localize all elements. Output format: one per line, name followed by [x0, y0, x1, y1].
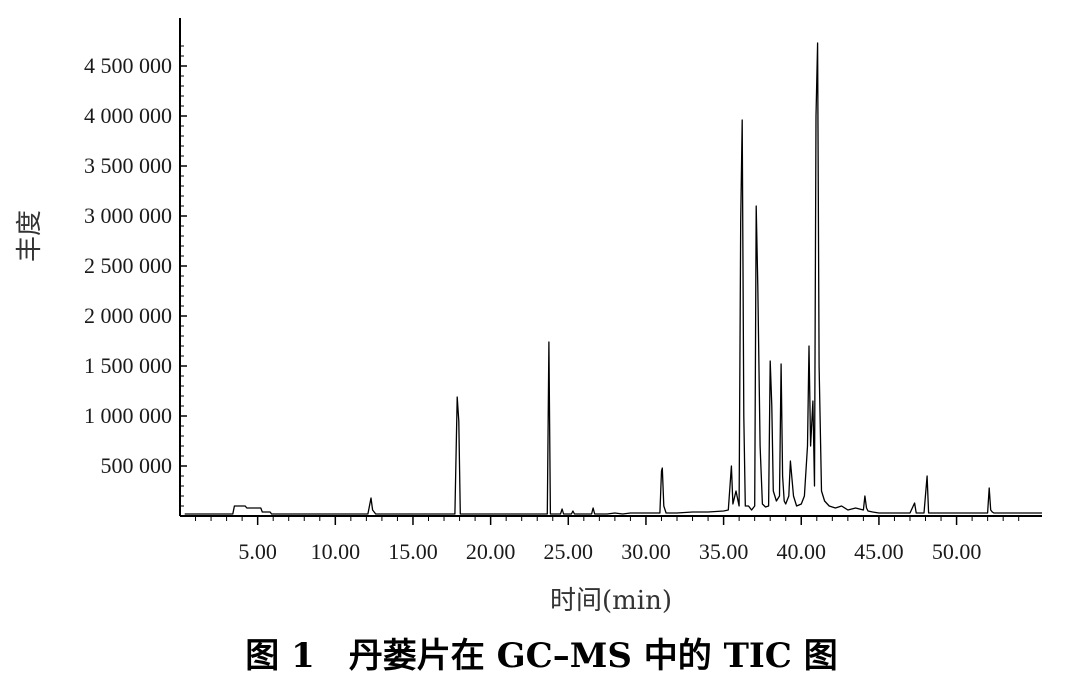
- y-axis-title: 丰度: [15, 210, 45, 262]
- x-tick-label: 40.00: [777, 539, 827, 564]
- x-tick-label: 45.00: [854, 539, 904, 564]
- x-tick-label: 20.00: [466, 539, 516, 564]
- y-tick-label: 2 500 000: [84, 253, 172, 278]
- y-tick-label: 3 000 000: [84, 203, 172, 228]
- x-axis-ticks: 5.00 10.00 15.00 20.00 25.00 30.00 35.00 40.00 4…: [195, 516, 1020, 564]
- x-tick-label: 15.00: [388, 539, 438, 564]
- y-tick-label: 1 000 000: [84, 403, 172, 428]
- x-tick-label: 50.00: [932, 539, 982, 564]
- x-axis-title: 时间(min): [550, 586, 672, 616]
- tic-series-line: [184, 42, 1042, 515]
- y-tick-label: 4 000 000: [84, 103, 172, 128]
- x-tick-label: 35.00: [699, 539, 749, 564]
- tic-chart: 500 000 1 000 000 1 500 000 2 000 000 2 500 …: [15, 18, 1042, 616]
- x-tick-label: 25.00: [544, 539, 594, 564]
- x-tick-label: 10.00: [311, 539, 361, 564]
- y-tick-label: 4 500 000: [84, 53, 172, 78]
- figure-caption: 图 1 丹蒌片在 GC–MS 中的 TIC 图: [245, 636, 838, 676]
- y-axis-ticks: 500 000 1 000 000 1 500 000 2 000 000 2 500 …: [84, 45, 187, 507]
- y-tick-label: 2 000 000: [84, 303, 172, 328]
- y-tick-label: 500 000: [101, 453, 173, 478]
- x-tick-label: 5.00: [238, 539, 277, 564]
- x-tick-label: 30.00: [621, 539, 671, 564]
- y-tick-label: 1 500 000: [84, 353, 172, 378]
- y-tick-label: 3 500 000: [84, 153, 172, 178]
